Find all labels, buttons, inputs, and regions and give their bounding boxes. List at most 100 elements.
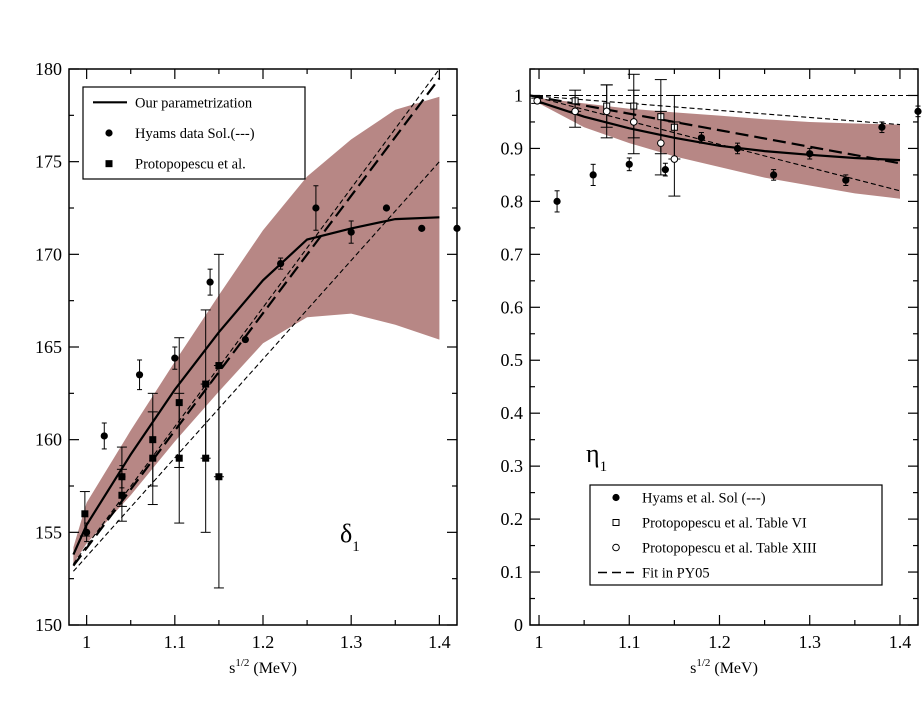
protopopescu-xiii-point [670,155,679,163]
hyams-point [589,171,597,179]
protopopescu-point [175,454,183,462]
protopopescu-xiii-point [657,139,665,147]
protopopescu-point [202,454,210,462]
hyams-point [770,171,778,179]
hyams-point [206,278,214,286]
x-axis-title-unit: (MeV) [710,660,758,677]
y-tick-label: 1 [514,85,523,105]
legend-filled-circle [105,129,113,137]
y-tick-label: 0.4 [501,403,524,423]
hyams-point [118,473,126,481]
legend-filled-circle [612,493,620,502]
hyams-point [697,134,706,142]
series-line-long-dash [530,94,901,165]
hyams-point [241,335,249,344]
plot-area [72,69,441,572]
hyams-point [382,204,391,212]
y-tick-label: 0 [514,615,523,635]
legend-open-square [612,519,620,526]
y-tick-label: 0.5 [501,350,524,370]
protopopescu-xiii-point [533,96,542,105]
y-tick-label: 0.3 [501,456,524,476]
legend-open-circle [612,543,620,552]
series-line-long-dash [72,77,441,567]
x-axis-title-unit: (MeV) [249,660,297,677]
x-tick-label: 1.1 [618,632,641,652]
x-tick-label: 1.3 [340,632,363,652]
hyams-point [100,432,108,440]
x-axis-title-sup: 1/2 [696,657,710,669]
x-tick-label: 1.1 [164,632,187,652]
protopopescu-xiii-point [629,118,638,126]
protopopescu-point [118,491,126,499]
series-line-solid [72,216,440,556]
x-axis-title-base: s [229,660,235,677]
protopopescu-point [215,473,223,481]
axes-frame [529,68,919,626]
x-axis-title-sup: 1/2 [235,657,249,669]
hyams-point [661,166,669,174]
panel-label-subscript: 1 [600,459,608,475]
x-tick-label: 1 [82,632,91,652]
y-tick-label: 0.9 [501,138,524,158]
panel-label-symbol: δ [340,519,352,548]
series-line-short-dash [72,161,440,572]
series-line-solid [538,100,901,162]
legend-label: Protopopescu et al. [135,157,246,173]
panel-label-symbol: η [586,439,600,468]
panel-label-subscript: 1 [352,539,360,555]
x-tick-label: 1.2 [252,632,275,652]
data-markers [531,73,922,213]
legend-label: Protopopescu et al. Table VI [642,516,807,532]
legend-filled-square [105,160,113,168]
series-line-short-dash [530,94,901,126]
series-line-short-dash [72,69,440,565]
protopopescu-point [81,510,89,518]
data-markers [79,185,461,589]
hyams-point [733,144,742,153]
hyams-point [83,528,91,536]
legend-box [589,484,883,586]
hyams-point [312,204,320,212]
hyams-point [171,354,179,362]
legend-label: Protopopescu et al. Table XIII [642,541,817,557]
x-axis-title: s1/2 (MeV) [229,657,297,677]
x-tick-label: 1.4 [889,632,912,652]
y-tick-label: 155 [35,522,62,542]
hyams-point [625,160,633,168]
hyams-point [842,176,850,184]
panel-label: δ1 [340,519,360,555]
y-tick-label: 165 [35,337,62,357]
hyams-point [135,371,144,379]
x-axis-title-base: s [690,660,696,677]
hyams-point [418,224,426,232]
uncertainty-band [539,98,900,199]
y-tick-label: 0.8 [501,191,524,211]
x-tick-label: 1 [535,632,544,652]
uncertainty-band [73,96,440,564]
y-tick-label: 170 [35,244,62,264]
legend-label: Hyams data Sol.(---) [135,126,255,142]
hyams-point [277,260,285,268]
legend: Hyams et al. Sol (---) Protopopescu et al… [589,484,883,586]
hyams-point [553,197,561,205]
hyams-point [806,150,814,158]
legend-label: Fit in PY05 [642,566,710,582]
y-tick-label: 150 [35,615,62,635]
legend: Our parametrization Hyams data Sol.(---) P… [82,86,306,180]
y-tick-label: 0.2 [501,509,524,529]
hyams-point [347,228,355,236]
legend-label: Our parametrization [135,95,253,111]
y-tick-label: 0.6 [501,297,524,317]
panel-label: η1 [586,439,607,475]
x-axis-title: s1/2 (MeV) [690,657,758,677]
y-tick-label: 175 [35,152,62,172]
plot-area [530,94,918,199]
y-tick-label: 180 [35,59,62,79]
protopopescu-point [149,454,157,462]
y-tick-label: 160 [35,430,62,450]
eta1-plot: 1 1.1 1.2 1.3 1.4 0 0.1 0.2 0.3 0.4 0.5 0.6 0.7 0.8 0.… [501,68,922,677]
x-tick-label: 1.3 [798,632,821,652]
y-tick-label: 0.1 [501,562,524,582]
